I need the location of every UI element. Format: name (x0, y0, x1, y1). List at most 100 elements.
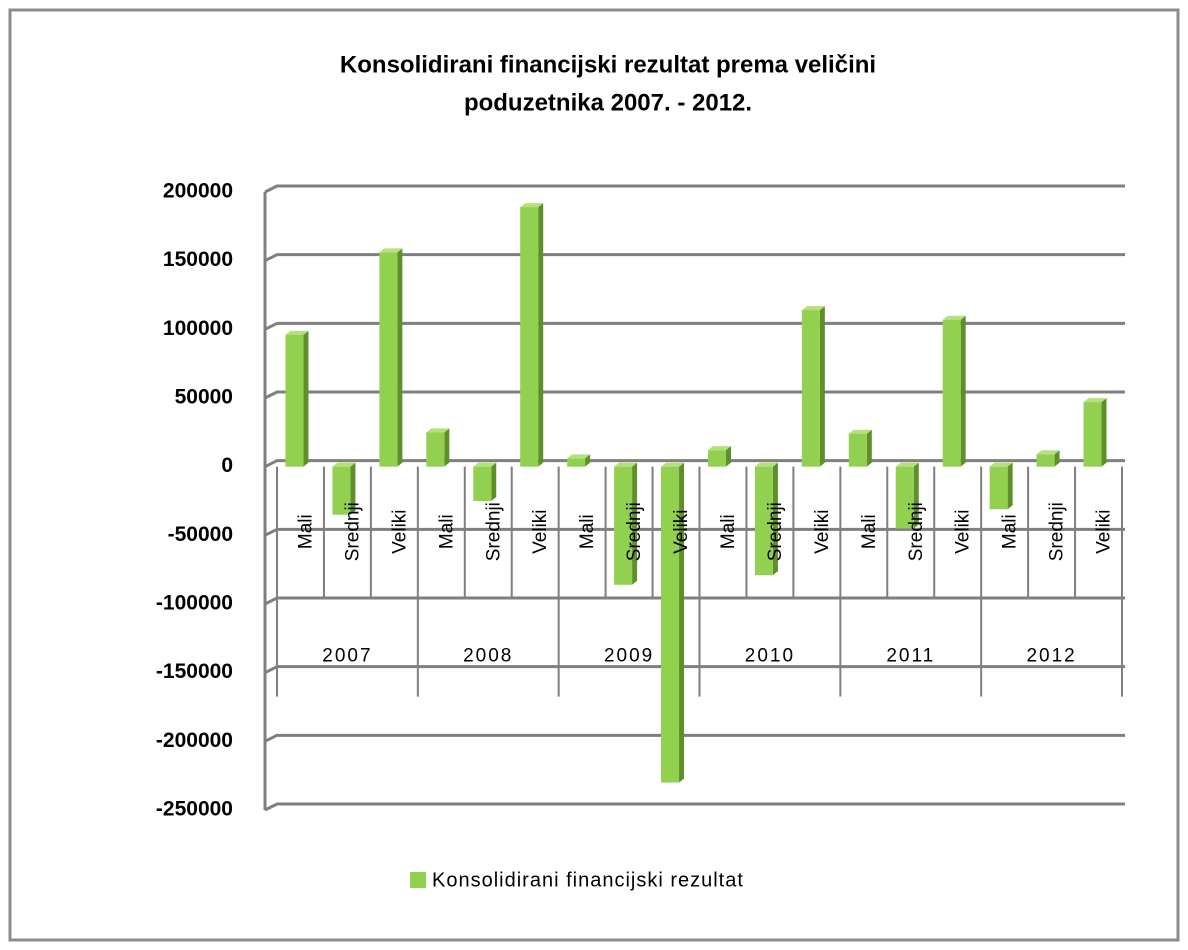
bar-top (754, 462, 778, 467)
x-tick-label: Srednji (342, 502, 363, 561)
bar-top (285, 330, 309, 335)
bar-top (989, 462, 1013, 467)
grid-line (264, 459, 1125, 469)
grid-line (264, 733, 1125, 743)
chart-border (8, 8, 1180, 942)
bar (848, 433, 867, 467)
group-label: 2010 (745, 646, 795, 667)
bar-side (866, 429, 872, 467)
y-tick-label: 50000 (175, 386, 233, 409)
group-label: 2009 (604, 646, 654, 667)
grid-line (264, 184, 1125, 194)
bar-top (567, 454, 591, 459)
x-tick-label: Mali (859, 514, 880, 549)
y-tick-label: -200000 (156, 729, 233, 752)
bar-side (632, 462, 638, 585)
y-tick-label: -150000 (156, 660, 233, 683)
x-tick-label: Veliki (812, 509, 833, 553)
bar-side (819, 306, 825, 467)
bar-side (1101, 398, 1107, 467)
bar (942, 319, 961, 467)
x-tick-label: Mali (718, 514, 739, 549)
bar (754, 466, 773, 576)
bar-top (1083, 398, 1107, 403)
y-tick-label: 0 (221, 454, 233, 477)
grid-line (264, 802, 1125, 812)
bar (379, 252, 398, 467)
bar-side (585, 454, 591, 467)
bar-side (538, 203, 544, 467)
x-tick-label: Veliki (671, 509, 692, 553)
chart-subtitle: poduzetnika 2007. - 2012. (464, 89, 752, 116)
bar-top (1036, 450, 1060, 455)
y-tick-label: 150000 (163, 248, 233, 271)
bar-side (303, 330, 309, 467)
bar-side (1007, 462, 1013, 510)
x-tick-label: Veliki (389, 509, 410, 553)
grid-line (264, 321, 1125, 331)
bar-top (942, 315, 966, 320)
bar-side (772, 462, 778, 576)
bar (801, 310, 820, 467)
bar-top (661, 462, 685, 467)
y-tick-label: 200000 (163, 180, 233, 203)
x-tick-label: Veliki (1094, 509, 1115, 553)
bar-side (491, 462, 497, 501)
legend-label: Konsolidirani financijski rezultat (432, 869, 744, 891)
bar-top (520, 203, 544, 208)
bar-top (426, 428, 450, 433)
x-tick-label: Srednji (906, 502, 927, 561)
bar-top (801, 306, 825, 311)
bar (707, 450, 726, 467)
x-tick-label: Mali (436, 514, 457, 549)
bar-side (960, 315, 966, 467)
bar-top (707, 446, 731, 451)
x-tick-label: Mali (295, 514, 316, 549)
bar (426, 432, 445, 467)
bar (520, 207, 539, 467)
bar-side (350, 462, 356, 515)
bar-top (332, 462, 356, 467)
bar (285, 334, 304, 467)
bar-side (725, 446, 731, 467)
group-label: 2012 (1026, 646, 1076, 667)
bar-side (679, 462, 685, 783)
y-tick-label: -250000 (156, 798, 233, 821)
bar (989, 466, 1008, 510)
chart-title: Konsolidirani financijski rezultat prema… (340, 51, 876, 78)
x-tick-label: Srednji (624, 502, 645, 561)
bar-side (444, 428, 450, 467)
bar-side (1054, 450, 1060, 467)
bar (473, 466, 492, 501)
bar-top (614, 462, 638, 467)
x-tick-label: Veliki (953, 509, 974, 553)
group-label: 2008 (463, 646, 513, 667)
x-tick-label: Srednji (1047, 502, 1068, 561)
bar (895, 466, 914, 529)
y-tick-label: -50000 (168, 523, 233, 546)
x-tick-label: Srednji (765, 502, 786, 561)
bar-top (895, 462, 919, 467)
bar-side (397, 248, 403, 467)
x-tick-label: Veliki (530, 509, 551, 553)
x-tick-label: Srednji (483, 502, 504, 561)
grid-line (264, 390, 1125, 400)
grid-line (264, 253, 1125, 263)
bar-top (379, 248, 403, 253)
bar (1083, 402, 1102, 467)
bar-top (848, 429, 872, 434)
y-tick-label: 100000 (163, 317, 233, 340)
bar (1036, 454, 1055, 467)
x-tick-label: Mali (577, 514, 598, 549)
y-tick-label: -100000 (156, 592, 233, 615)
group-label: 2007 (322, 646, 372, 667)
bar (332, 466, 351, 515)
legend-swatch (410, 872, 426, 888)
bar-side (913, 462, 919, 529)
bar (661, 466, 680, 783)
x-tick-label: Mali (1000, 514, 1021, 549)
group-label: 2011 (886, 646, 935, 667)
bar-top (473, 462, 497, 467)
bar (614, 466, 633, 585)
